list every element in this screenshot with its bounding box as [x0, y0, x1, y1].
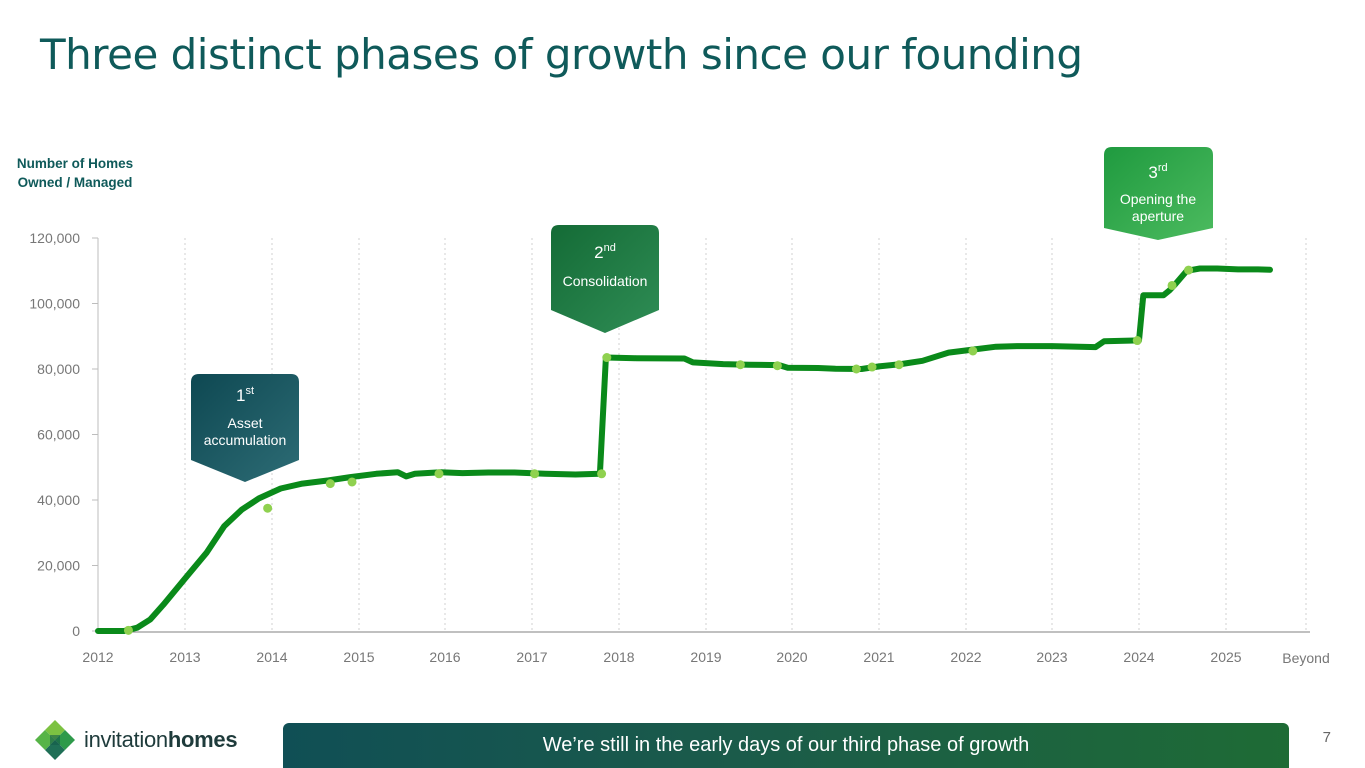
callout-phase2: 2nd Consolidation — [551, 225, 659, 333]
callout-phase1-ordinal: 1 — [236, 386, 245, 405]
svg-text:2nd: 2nd — [594, 242, 616, 262]
callout-phase1-shape — [191, 374, 299, 482]
x-tick-label-2012: 2012 — [82, 649, 113, 665]
data-marker-6 — [530, 469, 540, 479]
x-tick-label-2020: 2020 — [776, 649, 807, 665]
y-tick-label-80,000: 80,000 — [37, 361, 80, 377]
logo-word-homes: homes — [167, 727, 238, 752]
y-tick-label-60,000: 60,000 — [37, 427, 80, 443]
data-marker-13 — [894, 360, 904, 370]
x-tick-labels: 2012 2013 2014 2015 2016 2017 2018 2019 2020 2021… — [82, 649, 1329, 666]
x-tick-label-Beyond: Beyond — [1282, 650, 1329, 666]
grid-lines — [184, 238, 1307, 631]
y-tick-labels: 0 20,000 40,000 60,000 80,000 100,000 120,000 — [29, 230, 80, 639]
callout-phase2-ordinal: 2 — [594, 243, 603, 262]
x-tick-label-2019: 2019 — [690, 649, 721, 665]
callout-phase1: 1st Asset accumulation — [191, 374, 299, 482]
footer-banner: We’re still in the early days of our thi… — [283, 723, 1289, 768]
callout-phase1-suffix: st — [245, 385, 254, 397]
x-tick-label-2017: 2017 — [516, 649, 547, 665]
data-marker-16 — [1167, 280, 1177, 290]
data-marker-9 — [735, 360, 745, 370]
svg-text:1st: 1st — [236, 385, 254, 405]
y-axis-label: Number of Homes Owned / Managed — [16, 156, 134, 190]
callout-phase1-line1: Asset — [227, 415, 262, 431]
y-tick-label-20,000: 20,000 — [37, 558, 80, 574]
callout-phase3-suffix: rd — [1158, 162, 1168, 174]
x-tick-label-2014: 2014 — [256, 649, 287, 665]
callout-phase3-line1: Opening the — [1120, 191, 1196, 207]
data-marker-7 — [597, 469, 607, 479]
x-tick-label-2016: 2016 — [429, 649, 460, 665]
x-tick-label-2013: 2013 — [169, 649, 200, 665]
x-tick-label-2023: 2023 — [1036, 649, 1067, 665]
y-tick-label-100,000: 100,000 — [29, 296, 80, 312]
y-tick-label-120,000: 120,000 — [29, 230, 80, 246]
data-marker-17 — [1184, 265, 1194, 275]
data-marker-3 — [325, 479, 335, 489]
x-tick-label-2024: 2024 — [1123, 649, 1154, 665]
homes-owned-series-line — [95, 265, 1273, 634]
data-marker-14 — [968, 346, 978, 356]
callout-phase3-shape — [1104, 147, 1213, 240]
x-tick-label-2022: 2022 — [950, 649, 981, 665]
logo-wordmark: invitationhomes — [84, 727, 238, 753]
data-marker-4 — [347, 477, 357, 487]
y-tick-label-40,000: 40,000 — [37, 492, 80, 508]
svg-text:3rd: 3rd — [1148, 162, 1167, 182]
callout-phase3-ordinal: 3 — [1148, 163, 1157, 182]
callout-phase3: 3rd Opening the aperture — [1104, 147, 1213, 240]
callout-phase2-suffix: nd — [604, 242, 616, 254]
callout-phase3-line2: aperture — [1132, 208, 1184, 224]
x-tick-label-2015: 2015 — [343, 649, 374, 665]
callout-phase2-shape — [551, 225, 659, 333]
page-number: 7 — [1322, 729, 1331, 746]
callout-phase1-line2: accumulation — [204, 432, 287, 448]
logo-mark-icon — [35, 720, 75, 760]
data-marker-1 — [123, 625, 133, 635]
data-marker-11 — [851, 364, 861, 374]
company-logo: invitationhomes — [34, 716, 238, 764]
data-marker-10 — [772, 361, 782, 371]
slide-title: Three distinct phases of growth since ou… — [40, 30, 1083, 79]
x-tick-label-2025: 2025 — [1210, 649, 1241, 665]
data-marker-8 — [602, 353, 612, 363]
x-tick-label-2018: 2018 — [603, 649, 634, 665]
logo-word-invitation: invitation — [84, 727, 168, 752]
data-marker-2 — [263, 503, 273, 513]
y-tick-label-0: 0 — [72, 623, 80, 639]
data-marker-5 — [434, 469, 444, 479]
callout-phase2-line1: Consolidation — [563, 273, 648, 289]
x-tick-label-2021: 2021 — [863, 649, 894, 665]
axes — [92, 237, 1310, 633]
data-markers — [123, 265, 1194, 635]
data-marker-15 — [1132, 336, 1142, 346]
data-marker-12 — [867, 362, 877, 372]
